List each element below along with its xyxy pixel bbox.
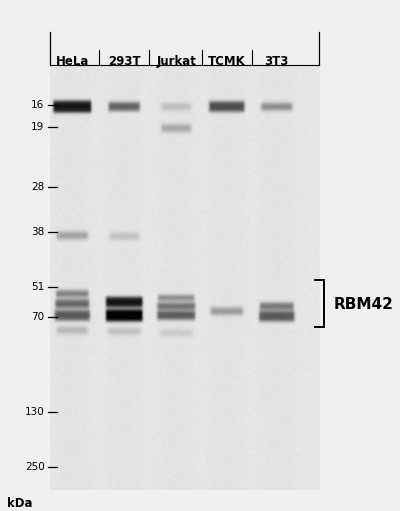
Text: 70: 70 bbox=[32, 313, 44, 322]
Text: 3T3: 3T3 bbox=[264, 55, 289, 68]
Text: 51: 51 bbox=[31, 283, 44, 292]
Text: Jurkat: Jurkat bbox=[156, 55, 196, 68]
Text: 16: 16 bbox=[31, 100, 44, 110]
Text: 130: 130 bbox=[25, 407, 44, 417]
Text: TCMK: TCMK bbox=[208, 55, 245, 68]
Text: HeLa: HeLa bbox=[56, 55, 89, 68]
Text: 28: 28 bbox=[31, 182, 44, 193]
Text: 38: 38 bbox=[31, 227, 44, 238]
Text: 293T: 293T bbox=[108, 55, 141, 68]
Text: kDa: kDa bbox=[8, 498, 33, 510]
Text: RBM42: RBM42 bbox=[334, 297, 394, 313]
Text: 250: 250 bbox=[25, 462, 44, 473]
Text: 19: 19 bbox=[31, 123, 44, 132]
